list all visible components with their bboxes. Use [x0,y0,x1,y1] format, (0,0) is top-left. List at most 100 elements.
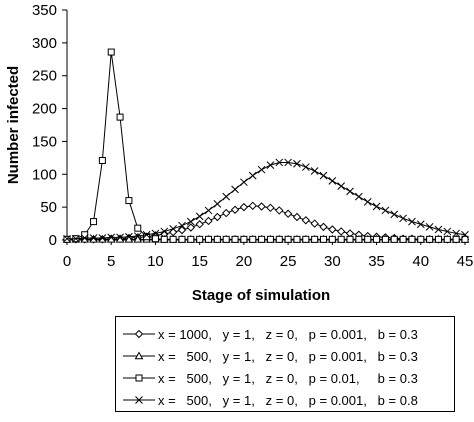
legend-entry: x = 1000, y = 1, z = 0, p = 0.001, b = 0… [122,323,418,345]
data-point-x [133,232,142,240]
data-point-x [89,234,98,242]
data-point-x-stroke [319,171,328,180]
data-point-x-stroke [160,227,169,236]
x-tick-label: 30 [324,253,341,270]
data-point-x [372,202,381,211]
data-point-square [90,218,98,226]
data-point-square [205,235,213,243]
series-line-diamond [67,205,465,240]
data-point-square [116,113,124,121]
data-point-x [310,167,319,175]
data-point-x-stroke [425,223,434,231]
data-point-square [81,231,89,239]
data-point-x-stroke [151,229,160,238]
series-square [63,48,469,243]
data-point-x [399,214,407,223]
data-point-x-stroke [284,158,292,167]
data-point-x [222,192,231,201]
legend-entry: x = 500, y = 1, z = 0, p = 0.001, b = 0.… [122,345,418,367]
data-point-diamond [177,225,187,235]
legend-label: x = 500, y = 1, z = 0, p = 0.001, b = 0.… [158,348,418,364]
data-point-square [293,235,301,243]
data-point-x [363,198,372,206]
data-point-x-stroke [301,163,310,171]
data-point-x-stroke [178,221,186,230]
data-point-square [284,235,292,243]
data-point-square [178,235,186,243]
data-point-square [364,235,372,243]
data-point-square [187,235,195,243]
data-point-diamond [283,209,293,218]
data-point-x-stroke [204,206,213,215]
data-point-square [135,374,143,382]
data-point-x-stroke [195,212,204,221]
x-axis-title: Stage of simulation [192,287,330,304]
data-point-square [266,235,274,243]
data-point-x-stroke [213,200,222,208]
data-point-x [116,233,124,242]
legend: x = 1000, y = 1, z = 0, p = 0.001, b = 0… [115,316,455,412]
data-point-x-stroke [408,217,416,226]
y-axis-title: Number infected [5,66,22,184]
data-point-x [461,230,469,239]
data-point-square [151,235,159,243]
data-point-x [178,221,186,230]
data-point-x [434,225,443,234]
data-point-x-stroke [231,185,239,194]
data-point-x-stroke [142,230,151,239]
data-point-square [346,235,354,243]
data-point-triangle [133,234,143,243]
data-point-x-stroke [89,234,98,242]
data-point-diamond [336,227,346,236]
data-point-square [452,235,460,243]
data-point-x-stroke [390,210,399,219]
data-point-x [98,234,107,242]
data-point-x-stroke [63,234,71,243]
data-point-diamond [195,220,204,229]
legend-label: x = 500, y = 1, z = 0, p = 0.01, b = 0.3 [158,370,418,386]
data-point-x [301,163,310,171]
data-point-x [240,178,248,187]
legend-swatch [123,351,155,360]
data-point-diamond [292,212,302,222]
data-point-x [443,227,452,236]
data-point-triangle [80,234,90,243]
data-point-x-stroke [363,198,372,206]
data-point-square [408,235,416,243]
data-point-x-stroke [107,233,116,242]
data-point-x [284,158,292,167]
data-point-square [169,235,177,243]
data-point-x [408,217,416,226]
legend-swatch [123,329,155,339]
data-point-triangle [89,234,98,243]
data-point-square [160,235,168,243]
data-point-x [355,192,363,201]
data-point-x-stroke [275,158,284,167]
data-point-square [426,235,434,243]
data-point-square [328,235,336,243]
data-point-square [302,235,310,243]
data-point-x-stroke [355,192,363,201]
data-point-diamond [301,216,311,225]
data-point-x [204,206,213,215]
data-point-x-stroke [337,182,346,190]
data-point-x-stroke [71,234,80,243]
data-point-x-stroke [80,234,89,242]
data-point-x [381,206,390,215]
data-point-x [257,165,266,174]
data-point-x-stroke [133,232,142,240]
data-point-diamond [230,205,240,214]
data-point-square [443,235,451,243]
data-point-x-stroke [257,165,266,174]
y-tick-label: 250 [32,68,57,85]
data-point-square [125,197,133,205]
data-point-diamond [186,223,196,232]
data-point-x-stroke [186,217,195,226]
data-point-x [248,171,257,180]
data-point-square [319,235,327,243]
data-point-x [452,229,461,238]
x-tick-label: 15 [191,253,208,270]
data-point-x [169,224,177,233]
data-point-x [80,234,89,242]
